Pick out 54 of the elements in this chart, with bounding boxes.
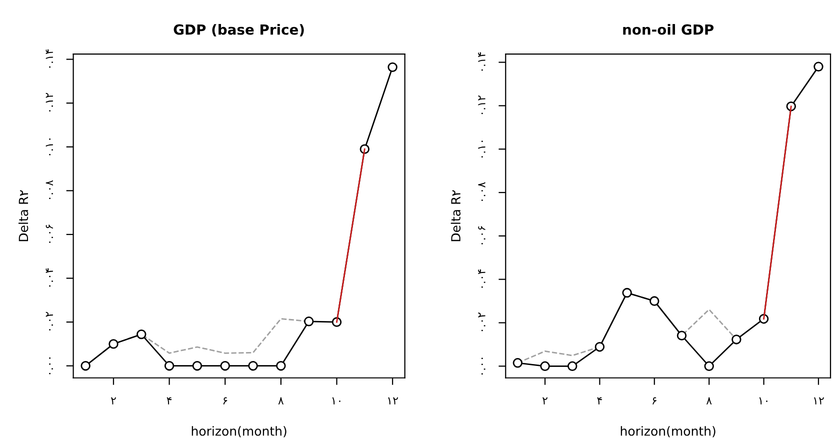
point xyxy=(567,361,578,372)
point xyxy=(248,360,258,371)
y-axis-title: Delta R۲ xyxy=(18,190,28,242)
x-tick-label: ۱۰ xyxy=(332,397,340,404)
y-tick-label: ۰.۰۸ xyxy=(46,180,53,200)
point xyxy=(540,361,550,372)
y-tick-label: ۰.۰۴ xyxy=(46,268,53,287)
y-tick-label: ۰.۱۴ xyxy=(46,49,53,68)
point xyxy=(220,360,230,371)
point xyxy=(164,360,174,371)
y-tick-label: ۰.۱۰ xyxy=(46,138,53,156)
point xyxy=(594,342,605,352)
point xyxy=(704,361,714,372)
y-tick-label: ۰.۰۶ xyxy=(46,224,53,243)
point xyxy=(192,360,202,371)
y-tick-label: ۰.۰۴ xyxy=(478,269,486,288)
x-axis-title: horizon(month) xyxy=(620,426,716,438)
x-tick-label: ۱۲ xyxy=(388,397,398,404)
point xyxy=(676,330,687,340)
x-tick-label: ۱۰ xyxy=(759,397,768,404)
x-tick-label: ۴ xyxy=(597,397,602,404)
chart-title: non-oil GDP xyxy=(623,24,714,35)
point xyxy=(732,334,742,344)
x-tick-label: ۲ xyxy=(110,397,116,404)
point xyxy=(80,360,90,371)
y-tick-label: ۰.۰۲ xyxy=(478,312,486,332)
y-axis-title: Delta R۲ xyxy=(450,190,461,242)
x-tick-label: ۲ xyxy=(542,397,548,404)
y-tick-label: ۰.۱۴ xyxy=(478,52,486,71)
y-tick-label: ۰.۰۰ xyxy=(49,358,53,374)
x-axis-title: horizon(month) xyxy=(192,426,286,438)
x-tick-label: ۸ xyxy=(278,397,284,404)
x-tick-label: ۱۲ xyxy=(814,397,824,404)
point xyxy=(814,62,824,72)
point xyxy=(388,62,398,72)
point xyxy=(304,316,314,326)
y-tick-label: ۰.۰۶ xyxy=(478,226,486,244)
x-tick-label: ۶ xyxy=(223,397,228,404)
point xyxy=(622,288,632,298)
point xyxy=(276,360,286,371)
x-tick-label: ۴ xyxy=(166,397,172,404)
point xyxy=(512,358,523,368)
point xyxy=(108,339,118,349)
point xyxy=(136,329,146,340)
chart-title: GDP (base Price) xyxy=(174,24,304,36)
x-tick-label: ۸ xyxy=(706,397,712,404)
y-tick-label: ۰.۰۰ xyxy=(481,358,486,374)
y-tick-label: ۰.۰۲ xyxy=(46,312,53,330)
y-tick-label: ۰.۱۲ xyxy=(46,92,53,112)
y-tick-label: ۰.۱۰ xyxy=(478,140,486,158)
y-tick-label: ۰.۱۲ xyxy=(478,95,486,114)
point xyxy=(650,296,660,306)
y-tick-label: ۰.۰۸ xyxy=(478,182,486,201)
x-tick-label: ۶ xyxy=(652,397,656,404)
